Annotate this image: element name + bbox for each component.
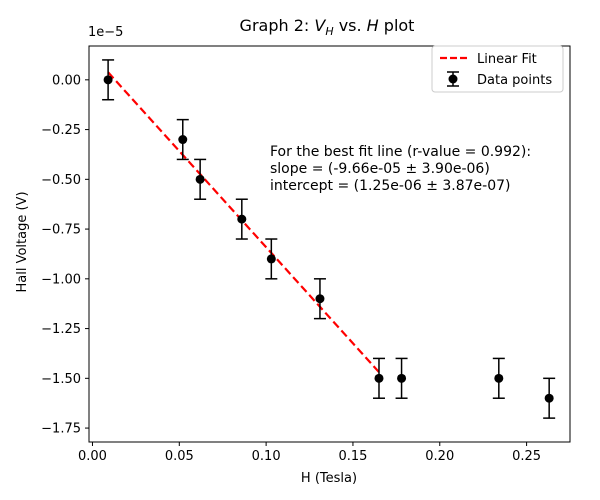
- y-ticks: 0.00 −0.25 −0.50 −0.75 −1.00 −1.25 −1.50 −1.75: [41, 73, 89, 437]
- data-point: [395, 357, 408, 399]
- chart-title-v: V: [314, 16, 326, 35]
- legend: Linear Fit Data points: [431, 45, 564, 93]
- data-point-marker: [544, 393, 554, 403]
- data-point-marker: [266, 254, 276, 264]
- y-tick-label: −1.50: [41, 372, 81, 387]
- legend-fit-label: Linear Fit: [477, 52, 537, 67]
- legend-points-swatch: [447, 71, 459, 87]
- data-point-marker: [315, 294, 325, 304]
- chart-title-v-sub: H: [325, 25, 333, 38]
- legend-points-label: Data points: [477, 73, 552, 88]
- data-point-marker: [397, 373, 407, 383]
- x-tick-label: 0.10: [252, 449, 281, 464]
- y-offset-label: 1e−5: [88, 25, 123, 40]
- plot-frame: [88, 45, 571, 443]
- annotation-line-2: slope = (-9.66e-05 ± 3.90e-06): [270, 161, 490, 177]
- y-tick-label: −0.25: [41, 123, 81, 138]
- chart-title-mid: vs.: [334, 16, 367, 35]
- y-tick-label: −0.50: [41, 173, 81, 188]
- data-point: [235, 198, 248, 240]
- x-tick-label: 0.25: [512, 449, 541, 464]
- x-ticks: 0.00 0.05 0.10 0.15 0.20 0.25: [78, 442, 541, 464]
- data-point-marker: [374, 373, 384, 383]
- x-tick-label: 0.00: [78, 449, 107, 464]
- data-point-marker: [178, 135, 188, 145]
- linear-fit-line: [107, 71, 380, 373]
- x-tick-label: 0.20: [425, 449, 454, 464]
- annotation-line-1: For the best fit line (r-value = 0.992):: [270, 144, 531, 160]
- x-axis-label: H (Tesla): [301, 471, 357, 486]
- y-tick-label: −1.00: [41, 272, 81, 287]
- chart-title-prefix: Graph 2:: [240, 16, 315, 35]
- data-point-marker: [237, 214, 247, 224]
- chart-title-h: H: [367, 16, 379, 35]
- data-point: [492, 357, 505, 399]
- data-point-marker: [494, 373, 504, 383]
- x-tick-label: 0.05: [165, 449, 194, 464]
- data-point: [265, 238, 278, 280]
- data-point: [102, 59, 115, 101]
- y-tick-label: 0.00: [52, 73, 81, 88]
- y-tick-label: −1.25: [41, 322, 81, 337]
- x-tick-label: 0.15: [338, 449, 367, 464]
- y-tick-label: −0.75: [41, 223, 81, 238]
- data-point: [194, 158, 207, 200]
- annotation-line-3: intercept = (1.25e-06 ± 3.87e-07): [270, 178, 511, 194]
- chart-title: Graph 2: VH vs. H plot: [240, 16, 415, 38]
- data-point: [543, 377, 556, 419]
- y-axis-label: Hall Voltage (V): [15, 191, 30, 292]
- chart-title-suffix: plot: [379, 16, 415, 35]
- data-points-layer: [102, 59, 556, 419]
- data-point: [176, 118, 189, 161]
- data-point: [372, 357, 385, 399]
- y-tick-label: −1.75: [41, 422, 81, 437]
- data-point-marker: [103, 75, 113, 85]
- fit-line-layer: [107, 71, 380, 373]
- data-point: [313, 278, 326, 320]
- data-point-marker: [195, 174, 205, 184]
